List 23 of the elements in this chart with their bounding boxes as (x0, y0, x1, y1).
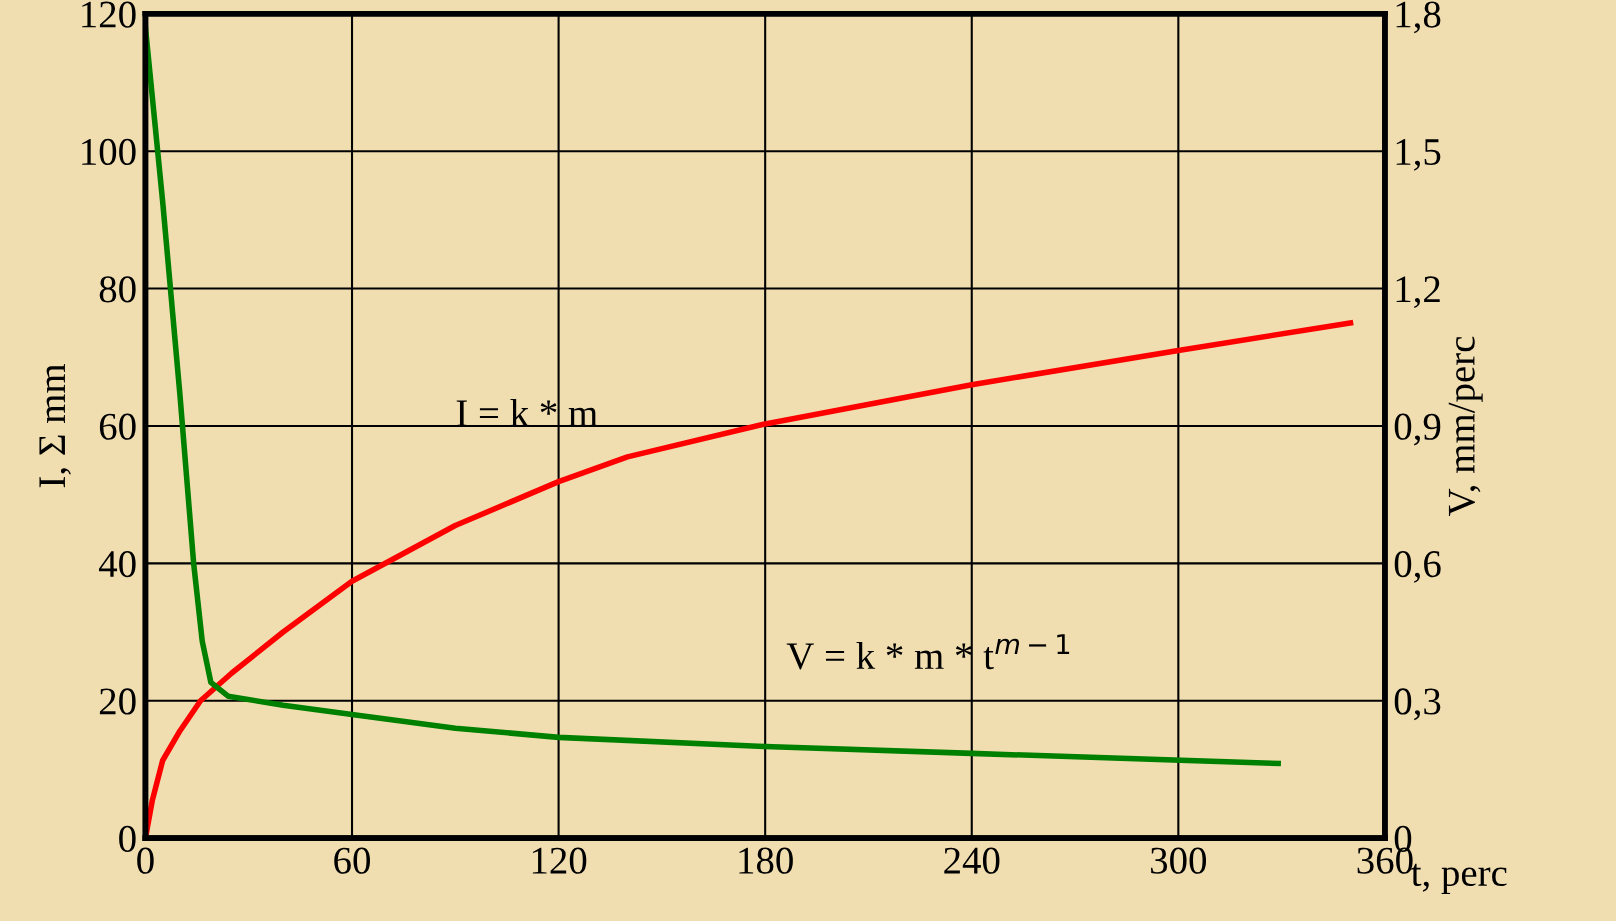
x-tick-label: 180 (739, 847, 793, 874)
y-tick-label: 60 (99, 413, 136, 440)
y-tick-label: 0 (119, 825, 136, 852)
y-tick-label: 40 (98, 550, 136, 578)
y2-tick-label: 1,8 (1396, 1, 1441, 34)
y2-tick-label: 0,3 (1394, 688, 1441, 721)
x-tick-label: 240 (944, 847, 1000, 874)
x-tick-label: 120 (532, 847, 587, 874)
y2-tick-label: 1,5 (1396, 139, 1441, 171)
y-tick-label: 20 (99, 688, 136, 715)
y-axis-title: I, Σ mm (39, 363, 71, 488)
y2-tick-label: 0,9 (1394, 413, 1441, 446)
x-tick-label: 0 (137, 847, 154, 874)
y2-tick-label: 1,2 (1396, 276, 1440, 309)
y2-tick-label: 0,6 (1394, 550, 1441, 583)
x-tick-label: 300 (1151, 847, 1207, 874)
y-tick-label: 120 (82, 1, 136, 28)
x-axis-title: t, perc (1411, 863, 1507, 894)
y-tick-label: 80 (99, 276, 136, 303)
x-tick-label: 60 (334, 847, 370, 874)
y2-axis-title: V, mm/perc (1448, 336, 1483, 516)
annotation: V = k * m * t$^{m−1}$ (786, 634, 1070, 670)
y-tick-label: 100 (82, 138, 136, 166)
